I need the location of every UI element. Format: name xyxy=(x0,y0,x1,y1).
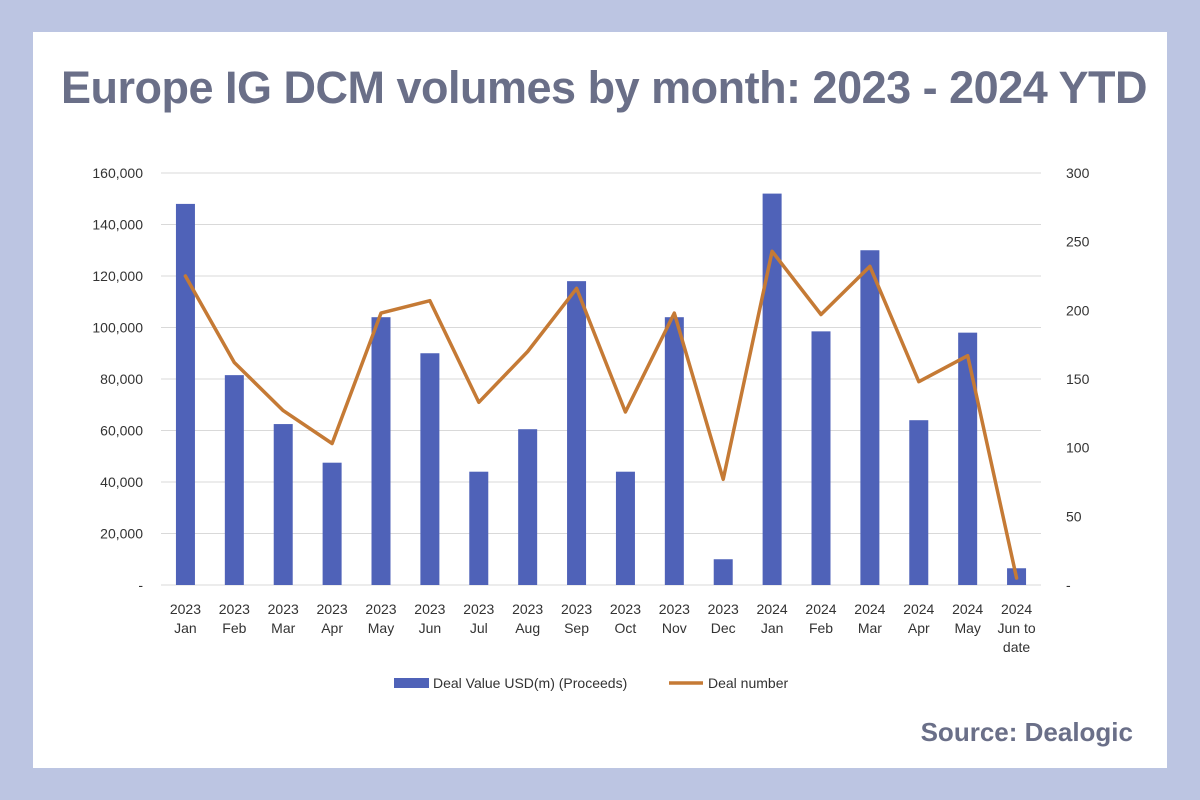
x-tick-label: 2024 xyxy=(1001,601,1032,617)
x-tick-label: 2023 xyxy=(219,601,250,617)
legend: Deal Value USD(m) (Proceeds) Deal number xyxy=(394,675,788,691)
x-tick-label: Apr xyxy=(908,620,930,636)
right-axis-ticks: - 50 100 150 200 250 300 xyxy=(1066,165,1090,593)
x-tick-label: 2023 xyxy=(610,601,641,617)
x-tick-label: 2023 xyxy=(414,601,445,617)
right-tick-label: 300 xyxy=(1066,165,1090,181)
right-tick-label: 100 xyxy=(1066,440,1090,456)
bar xyxy=(224,375,244,585)
x-tick-label: Sep xyxy=(564,620,589,636)
right-tick-label: - xyxy=(1066,577,1071,593)
x-tick-label: 2023 xyxy=(317,601,348,617)
bar xyxy=(518,429,538,585)
x-tick-label: Jun xyxy=(419,620,442,636)
x-tick-label: date xyxy=(1003,639,1030,655)
bar xyxy=(909,420,929,585)
gridlines xyxy=(161,172,1041,586)
x-axis-ticks: 2023 Jan 2023 Feb 2023 Mar 2023 Apr 2023 May 2023 J… xyxy=(170,601,1036,655)
bar xyxy=(762,193,782,585)
bar xyxy=(175,203,195,585)
x-tick-label: 2023 xyxy=(463,601,494,617)
chart: - 20,000 40,000 60,000 80,000 100,000 120,000 1… xyxy=(92,165,1090,691)
x-tick-label: 2023 xyxy=(170,601,201,617)
x-tick-label: May xyxy=(368,620,394,636)
x-tick-label: Mar xyxy=(858,620,882,636)
bar xyxy=(371,317,391,585)
bar xyxy=(958,332,978,585)
bar xyxy=(713,559,733,585)
x-tick-label: Apr xyxy=(321,620,343,636)
bar-series xyxy=(175,193,1027,585)
x-tick-label: 2023 xyxy=(365,601,396,617)
line-series xyxy=(183,249,1019,580)
left-tick-label: 80,000 xyxy=(100,371,143,387)
bar xyxy=(567,281,587,585)
x-tick-label: Jun to xyxy=(997,620,1035,636)
x-tick-label: Jul xyxy=(470,620,488,636)
right-tick-label: 200 xyxy=(1066,302,1090,318)
chart-title: Europe IG DCM volumes by month: 2023 - 2… xyxy=(61,62,1147,113)
x-tick-label: 2023 xyxy=(659,601,690,617)
left-tick-label: 160,000 xyxy=(92,165,143,181)
deal-number-line xyxy=(183,249,1019,580)
chart-card: Europe IG DCM volumes by month: 2023 - 2… xyxy=(33,32,1167,768)
x-tick-label: 2023 xyxy=(512,601,543,617)
x-tick-label: 2024 xyxy=(854,601,885,617)
x-tick-label: Feb xyxy=(222,620,246,636)
right-tick-label: 250 xyxy=(1066,234,1090,250)
bar xyxy=(469,471,489,585)
x-tick-label: 2023 xyxy=(561,601,592,617)
right-tick-label: 50 xyxy=(1066,508,1082,524)
x-tick-label: Jan xyxy=(174,620,197,636)
bar xyxy=(615,471,635,585)
x-tick-label: Dec xyxy=(711,620,736,636)
x-tick-label: 2024 xyxy=(952,601,983,617)
x-tick-label: Mar xyxy=(271,620,295,636)
left-tick-label: 60,000 xyxy=(100,423,143,439)
legend-swatch-bar xyxy=(394,678,429,688)
x-tick-label: 2024 xyxy=(805,601,836,617)
bar xyxy=(322,462,342,585)
x-tick-label: Aug xyxy=(515,620,540,636)
left-tick-label: 20,000 xyxy=(100,526,143,542)
x-tick-label: Oct xyxy=(615,620,637,636)
x-tick-label: 2023 xyxy=(268,601,299,617)
left-tick-label: 100,000 xyxy=(92,320,143,336)
left-tick-label: 140,000 xyxy=(92,217,143,233)
left-axis-ticks: - 20,000 40,000 60,000 80,000 100,000 120,000 1… xyxy=(92,165,143,593)
bar xyxy=(664,317,684,585)
x-tick-label: Jan xyxy=(761,620,784,636)
x-tick-label: Feb xyxy=(809,620,833,636)
legend-label-bar: Deal Value USD(m) (Proceeds) xyxy=(433,675,627,691)
x-tick-label: Nov xyxy=(662,620,687,636)
bar xyxy=(420,353,440,585)
bar xyxy=(811,331,831,585)
x-tick-label: 2024 xyxy=(903,601,934,617)
x-tick-label: May xyxy=(954,620,980,636)
bar xyxy=(273,424,293,585)
x-tick-label: 2023 xyxy=(708,601,739,617)
left-tick-label: - xyxy=(138,577,143,593)
bar xyxy=(860,250,880,585)
left-tick-label: 120,000 xyxy=(92,268,143,284)
left-tick-label: 40,000 xyxy=(100,474,143,490)
source-note: Source: Dealogic xyxy=(920,717,1133,747)
legend-label-line: Deal number xyxy=(708,675,788,691)
x-tick-label: 2024 xyxy=(757,601,788,617)
right-tick-label: 150 xyxy=(1066,371,1090,387)
